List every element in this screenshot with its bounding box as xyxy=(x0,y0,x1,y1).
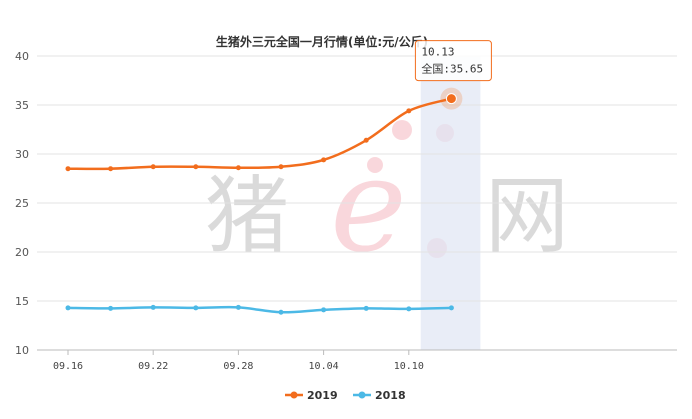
data-point xyxy=(108,305,114,311)
data-point xyxy=(321,307,327,313)
x-axis: 09.16 09.22 09.28 10.04 10.10 xyxy=(53,350,424,372)
y-tick-label: 35 xyxy=(15,99,29,112)
data-point xyxy=(150,304,156,310)
data-point xyxy=(65,166,71,172)
x-tick-label: 09.28 xyxy=(223,361,253,372)
y-tick-label: 15 xyxy=(15,295,29,308)
data-point xyxy=(235,165,241,171)
data-point xyxy=(321,157,327,163)
data-point xyxy=(406,108,412,114)
svg-text:网: 网 xyxy=(485,167,569,265)
tooltip-box xyxy=(414,40,492,82)
tooltip: 10.13 全国:35.65 xyxy=(414,40,492,82)
svg-text:猪: 猪 xyxy=(205,167,289,265)
tooltip-value: 全国:35.65 xyxy=(421,62,483,76)
y-tick-label: 40 xyxy=(15,50,29,63)
series-2018 xyxy=(65,304,454,315)
y-tick-label: 10 xyxy=(15,344,29,357)
data-point xyxy=(193,305,199,311)
series-line-2019 xyxy=(67,97,452,171)
series-line-2018 xyxy=(67,305,452,314)
grid-lines xyxy=(37,55,677,351)
y-tick-label: 20 xyxy=(15,246,29,259)
data-point xyxy=(363,137,369,143)
data-point xyxy=(65,305,71,311)
tooltip-date: 10.13 xyxy=(421,46,454,59)
data-point xyxy=(150,164,156,170)
data-point xyxy=(278,309,284,315)
legend: 2019 2018 xyxy=(285,389,406,402)
x-tick-label: 10.10 xyxy=(394,361,424,372)
data-point xyxy=(108,166,114,172)
y-axis: 10 15 20 25 30 35 40 xyxy=(15,50,29,357)
data-point xyxy=(278,164,284,170)
legend-swatch-marker xyxy=(290,391,298,399)
y-tick-label: 25 xyxy=(15,197,29,210)
legend-swatch-marker xyxy=(358,391,366,399)
data-point xyxy=(193,164,199,170)
legend-label-2018: 2018 xyxy=(375,389,406,402)
y-tick-label: 30 xyxy=(15,148,29,161)
x-tick-label: 10.04 xyxy=(309,361,339,372)
chart-title: 生猪外三元全国一月行情(单位:元/公斤) xyxy=(216,34,428,49)
series-layer xyxy=(65,87,463,315)
data-point xyxy=(406,306,412,312)
data-point xyxy=(235,304,241,310)
data-point xyxy=(448,305,454,311)
data-point xyxy=(363,305,369,311)
x-tick-label: 09.16 xyxy=(53,361,83,372)
watermark-logo: 猪 网 e xyxy=(205,120,569,281)
legend-label-2019: 2019 xyxy=(307,389,338,402)
x-tick-label: 09.22 xyxy=(138,361,168,372)
series-2019 xyxy=(65,87,463,172)
data-point-highlighted xyxy=(445,93,457,105)
